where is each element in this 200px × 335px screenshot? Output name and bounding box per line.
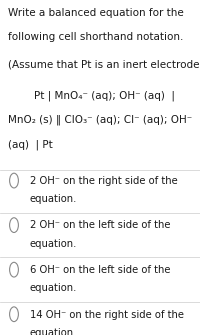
Text: (aq)  | Pt: (aq) | Pt	[8, 139, 53, 149]
Text: Pt | MnO₄⁻ (aq); OH⁻ (aq)  |: Pt | MnO₄⁻ (aq); OH⁻ (aq) |	[8, 91, 175, 101]
Text: MnO₂ (s) ‖ ClO₃⁻ (aq); Cl⁻ (aq); OH⁻: MnO₂ (s) ‖ ClO₃⁻ (aq); Cl⁻ (aq); OH⁻	[8, 115, 192, 125]
Text: equation.: equation.	[30, 194, 77, 204]
Text: 2 OH⁻ on the right side of the: 2 OH⁻ on the right side of the	[30, 176, 178, 186]
Text: following cell shorthand notation.: following cell shorthand notation.	[8, 32, 183, 43]
Text: equation.: equation.	[30, 328, 77, 335]
Text: (Assume that Pt is an inert electrode): (Assume that Pt is an inert electrode)	[8, 60, 200, 70]
Text: equation.: equation.	[30, 283, 77, 293]
Text: 14 OH⁻ on the right side of the: 14 OH⁻ on the right side of the	[30, 310, 184, 320]
Text: equation.: equation.	[30, 239, 77, 249]
Text: 6 OH⁻ on the left side of the: 6 OH⁻ on the left side of the	[30, 265, 170, 275]
Text: 2 OH⁻ on the left side of the: 2 OH⁻ on the left side of the	[30, 220, 170, 230]
Text: Write a balanced equation for the: Write a balanced equation for the	[8, 8, 184, 18]
